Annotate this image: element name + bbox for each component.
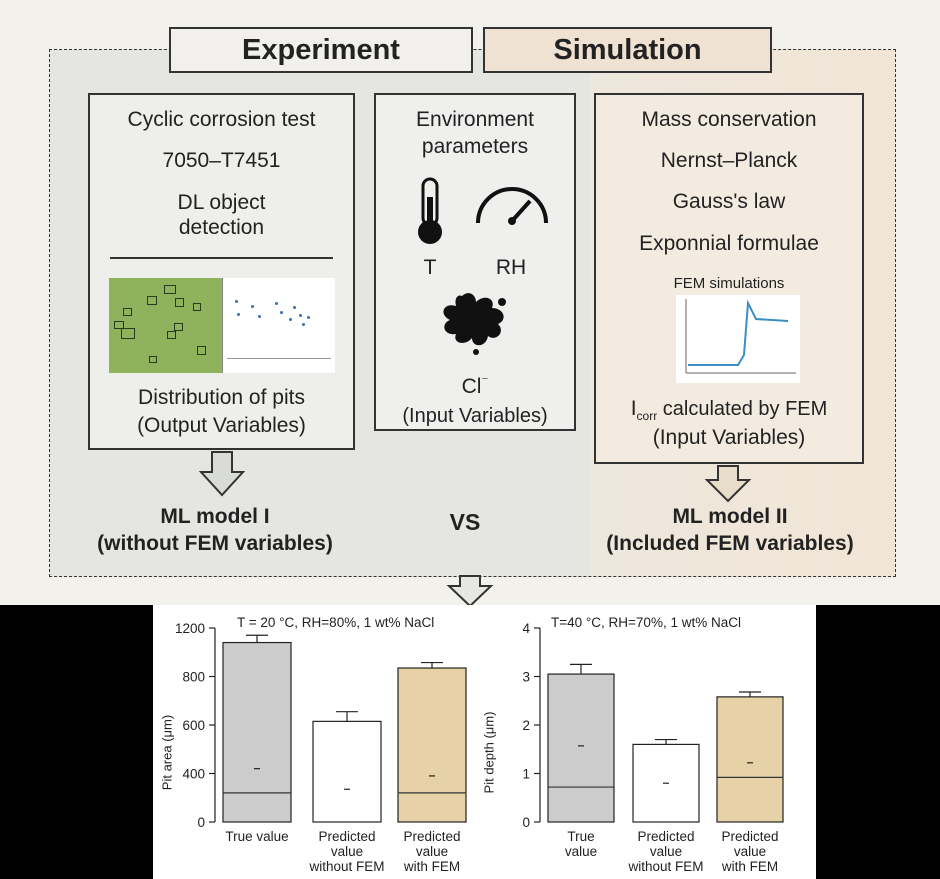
simulation-header: Simulation	[483, 27, 772, 73]
chart2-y-tick-label: 4	[522, 621, 530, 636]
chart1-y-tick-label: 0	[197, 815, 205, 830]
chart1-category-label: True value	[225, 829, 288, 844]
output-variables-text: (Output Variables)	[137, 414, 306, 437]
chart1-bar	[222, 641, 292, 823]
arrow-bottom-down-icon	[446, 575, 494, 608]
pits-scatter-plot	[222, 278, 335, 373]
charts-panel: T = 20 °C, RH=80%, 1 wt% NaCl T=40 °C, R…	[153, 605, 816, 879]
chart2-bar	[716, 696, 784, 823]
arrow-left-down-icon	[198, 451, 246, 497]
rh-label: RH	[495, 256, 527, 279]
chart2-y-tick-label: 1	[522, 767, 530, 782]
gauss-law-text: Gauss's law	[672, 190, 786, 213]
fem-simulations-text: FEM simulations	[673, 275, 785, 292]
experiment-header: Experiment	[169, 27, 473, 73]
chart1-y-tick-label: 800	[182, 670, 205, 685]
detection-text: detection	[178, 216, 265, 239]
dl-object-text: DL object	[177, 191, 266, 214]
cyclic-corrosion-text: Cyclic corrosion test	[127, 108, 316, 131]
ml-model-1-title: ML model I	[160, 505, 270, 528]
chart2-title: T=40 °C, RH=70%, 1 wt% NaCl	[551, 615, 741, 630]
mass-conservation-text: Mass conservation	[641, 108, 817, 131]
pits-image	[109, 278, 222, 373]
vs-label: VS	[449, 509, 481, 535]
sim-input-variables-text: (Input Variables)	[652, 426, 806, 449]
thermometer-icon	[418, 177, 442, 244]
env-input-variables-text: (Input Variables)	[402, 405, 548, 427]
chart2-y-tick-label: 0	[522, 815, 530, 830]
chart1-title: T = 20 °C, RH=80%, 1 wt% NaCl	[237, 615, 435, 630]
chart1-category-label: Predicted	[318, 829, 375, 844]
chart1-y-tick-label: 400	[182, 767, 205, 782]
chart2-category-label: Predicted	[721, 829, 778, 844]
divider-line	[110, 257, 333, 259]
chart2-category-label: True	[567, 829, 594, 844]
alloy-text: 7050–T7451	[162, 149, 281, 172]
chart2-y-tick-label: 2	[522, 718, 530, 733]
gauge-icon	[476, 187, 548, 225]
nernst-planck-text: Nernst–Planck	[660, 149, 798, 172]
chart2-category-label: Predicted	[637, 829, 694, 844]
fem-curve-plot	[676, 295, 800, 383]
icorr-text: Icorr calculated by FEM	[630, 397, 828, 423]
chart1-bar	[312, 720, 382, 823]
chart2-y-tick-label: 3	[522, 670, 530, 685]
chart2-category-label: with FEM	[721, 859, 778, 874]
cl-label: Cl⁻	[461, 373, 489, 398]
environment-text: Environment	[416, 108, 534, 131]
ml-model-1-subtitle: (without FEM variables)	[97, 532, 333, 555]
chart1-category-label: value	[331, 844, 363, 859]
chart1-y-tick-label: 1200	[175, 621, 205, 636]
ml-model-2-subtitle: (Included FEM variables)	[606, 532, 854, 555]
chart1-bar	[397, 667, 467, 823]
simulation-box: Mass conservation Nernst–Planck Gauss's …	[594, 93, 864, 464]
distribution-of-pits-text: Distribution of pits	[138, 386, 305, 409]
chart1-category-label: with FEM	[403, 859, 460, 874]
chart1-category-label: without FEM	[308, 859, 384, 874]
chart1-y-tick-label: 600	[182, 718, 205, 733]
t-label: T	[423, 256, 437, 279]
chart2-category-label: value	[734, 844, 766, 859]
chart2-category-label: value	[650, 844, 682, 859]
chart1-category-label: Predicted	[403, 829, 460, 844]
splash-icon	[443, 293, 506, 355]
chart2-category-label: without FEM	[627, 859, 703, 874]
parameters-text: parameters	[421, 135, 529, 158]
arrow-right-down-icon	[704, 465, 752, 503]
chart2-category-label: value	[565, 844, 597, 859]
environment-box: Environment parameters T RH Cl⁻ (Input V…	[374, 93, 576, 431]
chart2-bar	[547, 673, 615, 823]
exponential-formulae-text: Exponnial formulae	[639, 232, 819, 255]
experiment-box: Cyclic corrosion test 7050–T7451 DL obje…	[88, 93, 355, 450]
chart1-category-label: value	[416, 844, 448, 859]
ml-model-2-title: ML model II	[672, 505, 788, 528]
